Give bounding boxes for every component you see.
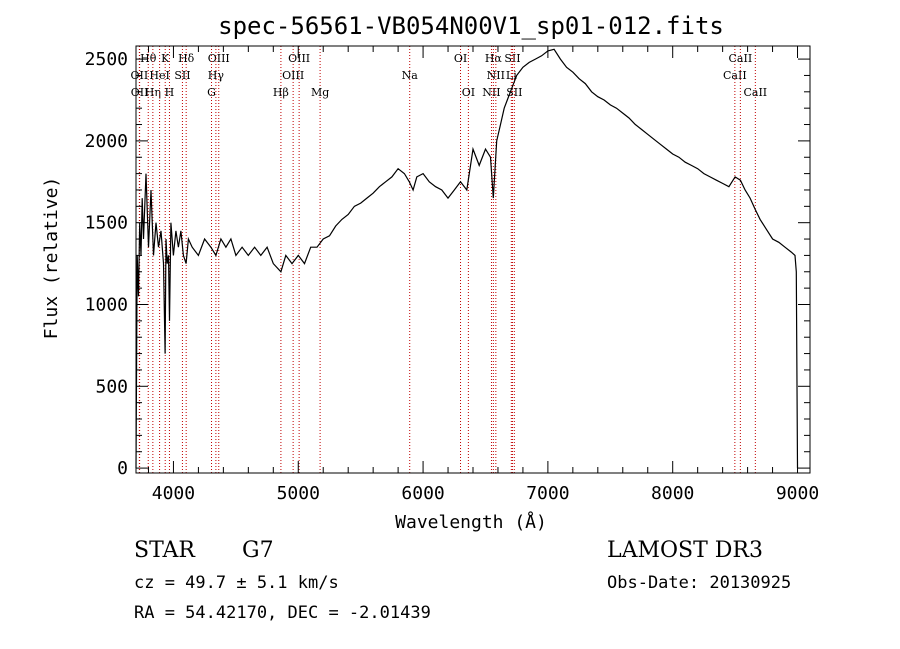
object-class: STAR [134,538,195,563]
spectral-line-label: Li [506,69,517,82]
chart-title: spec-56561-VB054N00V1_sp01-012.fits [218,12,724,40]
spectral-line-label: K [161,52,170,65]
x-tick-label: 9000 [776,483,819,504]
redshift-cz: cz = 49.7 ± 5.1 km/s [134,573,339,593]
spectral-line-label: OIII [282,69,304,82]
x-axis-label: Wavelength (Å) [395,511,547,533]
spectral-line-label: H [165,86,175,99]
spectral-line-label: OIII [288,52,310,65]
spectral-line-label: Hα [485,52,503,65]
spectral-line-label: Hδ [178,52,195,65]
spectrum-line [135,48,799,469]
spectral-line-label: Hθ [140,52,157,65]
spectral-line-label: Mg [311,86,329,99]
spectral-line-label: OI [462,86,475,99]
spectral-line-label: CaII [729,52,753,65]
y-axis-ticks: 0 500 1000 1500 2000 2500 [85,49,810,479]
spectral-line-label: Na [402,69,419,82]
subclass: G7 [242,538,274,563]
survey-name: LAMOST DR3 [607,538,763,563]
spectral-line-label: NII [482,86,500,99]
spectral-line-markers: HθOIIOIIHηHeIKHSIIHδOIIIHγGHβOIIIOIIIMgN… [131,46,767,473]
spectral-line-label: SII [504,52,520,65]
spectral-line-label: SII [506,86,522,99]
x-tick-label: 8000 [651,483,694,504]
y-tick-label: 0 [117,458,128,479]
spectral-line-label: OII [131,86,149,99]
y-axis-label: Flux (relative) [41,177,62,340]
spectral-line-label: G [207,86,216,99]
plot-frame [135,45,811,474]
spectral-line-label: CaII [723,69,747,82]
spectral-line-label: Hη [145,86,161,99]
spectral-line-label: OIII [208,52,230,65]
spectral-line-label: CaII [743,86,767,99]
x-tick-label: 5000 [277,483,320,504]
spectral-line-label: HeI [149,69,169,82]
obs-date: Obs-Date: 20130925 [607,573,792,593]
x-tick-label: 6000 [401,483,444,504]
y-tick-label: 2000 [85,131,128,152]
coordinates: RA = 54.42170, DEC = -2.01439 [134,603,431,623]
y-tick-label: 500 [95,376,128,397]
x-tick-label: 7000 [526,483,569,504]
spectral-line-label: Hγ [208,69,225,82]
y-tick-label: 1500 [85,213,128,234]
y-tick-label: 2500 [85,49,128,70]
spectral-line-label: Hβ [273,86,289,99]
spectral-line-label: NII [487,69,505,82]
spectral-line-label: SII [174,69,190,82]
x-tick-label: 4000 [152,483,195,504]
y-tick-label: 1000 [85,294,128,315]
x-axis-ticks: 4000 5000 6000 7000 8000 9000 [147,46,819,504]
spectral-line-label: OI [454,52,467,65]
